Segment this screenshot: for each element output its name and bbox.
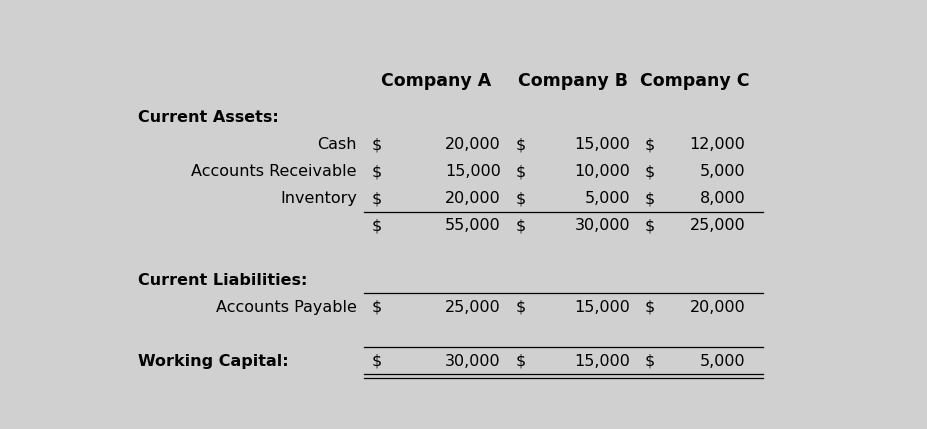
Text: $: $: [644, 354, 654, 369]
Text: Accounts Payable: Accounts Payable: [216, 299, 357, 314]
Text: $: $: [371, 299, 381, 314]
Text: 20,000: 20,000: [445, 191, 501, 206]
Text: Inventory: Inventory: [280, 191, 357, 206]
Text: Current Liabilities:: Current Liabilities:: [137, 272, 307, 287]
Text: 5,000: 5,000: [584, 191, 629, 206]
Text: Company B: Company B: [517, 72, 627, 90]
Text: 25,000: 25,000: [689, 218, 744, 233]
Text: 20,000: 20,000: [445, 137, 501, 152]
Text: 10,000: 10,000: [574, 164, 629, 179]
Text: $: $: [514, 354, 525, 369]
Text: Working Capital:: Working Capital:: [137, 354, 288, 369]
Text: $: $: [644, 218, 654, 233]
Text: $: $: [371, 218, 381, 233]
Text: $: $: [514, 137, 525, 152]
Text: $: $: [514, 299, 525, 314]
Text: 25,000: 25,000: [445, 299, 501, 314]
Text: $: $: [644, 137, 654, 152]
Text: 30,000: 30,000: [445, 354, 501, 369]
Text: $: $: [514, 191, 525, 206]
Text: 8,000: 8,000: [699, 191, 744, 206]
Text: $: $: [371, 354, 381, 369]
Text: $: $: [371, 137, 381, 152]
Text: Company A: Company A: [380, 72, 490, 90]
Text: 30,000: 30,000: [574, 218, 629, 233]
Text: 15,000: 15,000: [574, 354, 629, 369]
Text: 5,000: 5,000: [699, 164, 744, 179]
Text: 12,000: 12,000: [689, 137, 744, 152]
Text: $: $: [514, 218, 525, 233]
Text: Cash: Cash: [317, 137, 357, 152]
Text: 15,000: 15,000: [444, 164, 501, 179]
Text: $: $: [371, 164, 381, 179]
Text: 5,000: 5,000: [699, 354, 744, 369]
Text: 15,000: 15,000: [574, 299, 629, 314]
Text: $: $: [644, 299, 654, 314]
Text: Accounts Receivable: Accounts Receivable: [191, 164, 357, 179]
Text: Company C: Company C: [640, 72, 749, 90]
Text: 20,000: 20,000: [689, 299, 744, 314]
Text: $: $: [644, 191, 654, 206]
Text: Current Assets:: Current Assets:: [137, 110, 278, 125]
Text: 55,000: 55,000: [445, 218, 501, 233]
Text: $: $: [514, 164, 525, 179]
Text: 15,000: 15,000: [574, 137, 629, 152]
Text: $: $: [371, 191, 381, 206]
Text: $: $: [644, 164, 654, 179]
